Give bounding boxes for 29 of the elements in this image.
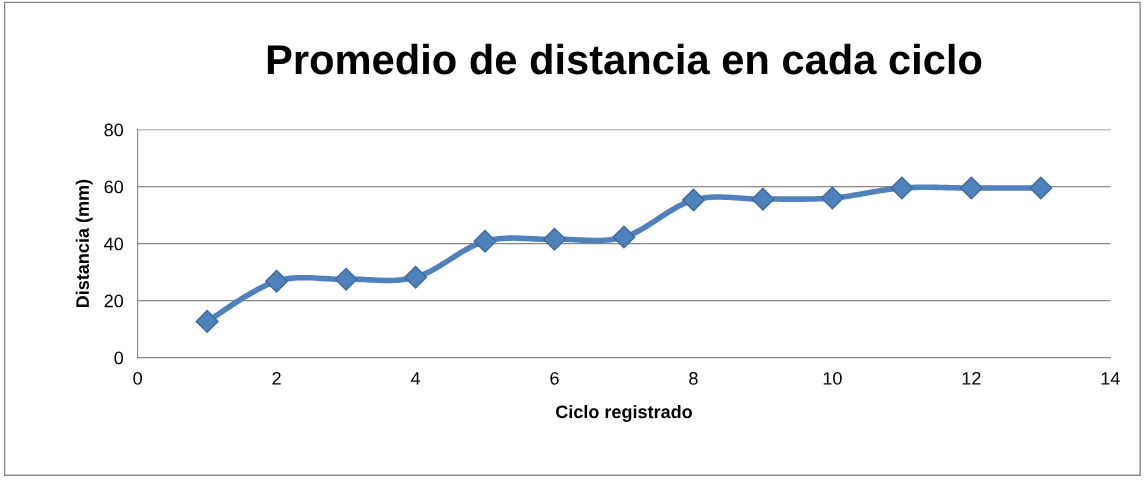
x-tick-label: 10 [823, 371, 842, 385]
x-tick-label: 8 [689, 371, 698, 385]
y-tick-label: 60 [104, 180, 124, 194]
chart-title: Promedio de distancia en cada ciclo [267, 43, 982, 75]
y-tick-label: 0 [114, 351, 124, 365]
point [195, 309, 219, 333]
x-tick-label: 4 [410, 372, 421, 385]
point [473, 229, 497, 253]
x-tick-label: 6 [550, 371, 559, 385]
x-axis-title: Ciclo registrado [555, 404, 692, 422]
point [542, 227, 566, 251]
x-tick-label: 0 [133, 371, 142, 385]
point [404, 265, 428, 289]
point [265, 269, 289, 293]
point [1029, 176, 1053, 200]
point [751, 187, 775, 211]
point [959, 176, 983, 200]
point [612, 225, 636, 249]
point [681, 188, 705, 212]
point [820, 186, 844, 210]
y-tick-label: 20 [104, 294, 124, 308]
x-tick-label: 2 [272, 371, 281, 385]
point [890, 176, 914, 200]
point [334, 267, 358, 291]
y-axis-title: Distancia (mm) [75, 179, 93, 308]
y-tick-label: 80 [104, 123, 124, 137]
x-tick-label: 12 [962, 371, 981, 385]
y-tick-label: 40 [104, 237, 124, 251]
x-tick-label: 14 [1101, 372, 1120, 385]
